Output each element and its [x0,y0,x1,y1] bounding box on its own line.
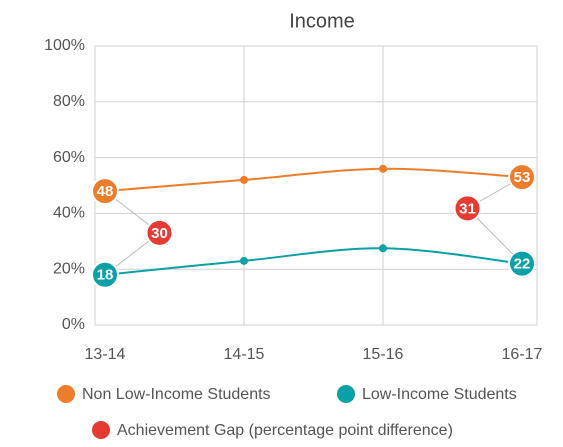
legend-swatch [57,385,75,403]
legend-label: Low-Income Students [362,386,517,403]
legend-swatch [337,385,355,403]
plot-frame [94,45,538,326]
x-tick-label: 15-16 [363,346,404,363]
x-tick-label: 13-14 [85,346,126,363]
legend-label: Achievement Gap (percentage point differ… [117,422,453,439]
point-bubble-label: 48 [97,183,114,200]
y-tick-label: 100% [44,37,85,54]
point [240,256,248,265]
point-bubble-label: 53 [514,169,531,186]
legend-label: Non Low-Income Students [82,386,271,403]
point [240,175,248,184]
x-tick-label: 16-17 [502,346,543,363]
point-bubble [91,260,119,289]
gap-bubble [145,218,174,247]
gap-bubble [453,194,482,223]
gap-bubble-label: 31 [459,200,476,217]
point-bubble [508,249,536,278]
y-tick-label: 0% [62,316,85,333]
y-tick-label: 40% [53,205,85,222]
y-tick-label: 20% [53,260,85,277]
y-tick-label: 60% [53,149,85,166]
legend-swatch [92,421,110,439]
gap-bubble-label: 30 [151,225,168,242]
series-line [104,167,523,193]
chart-title: Income [289,10,355,32]
point-bubble-label: 18 [97,267,114,284]
point-bubble [91,177,119,206]
point [379,244,387,253]
point [379,164,387,173]
series-line [104,247,523,276]
y-tick-label: 80% [53,93,85,110]
point-bubble [508,163,536,192]
x-tick-label: 14-15 [224,346,265,363]
point-bubble-label: 22 [514,256,531,273]
